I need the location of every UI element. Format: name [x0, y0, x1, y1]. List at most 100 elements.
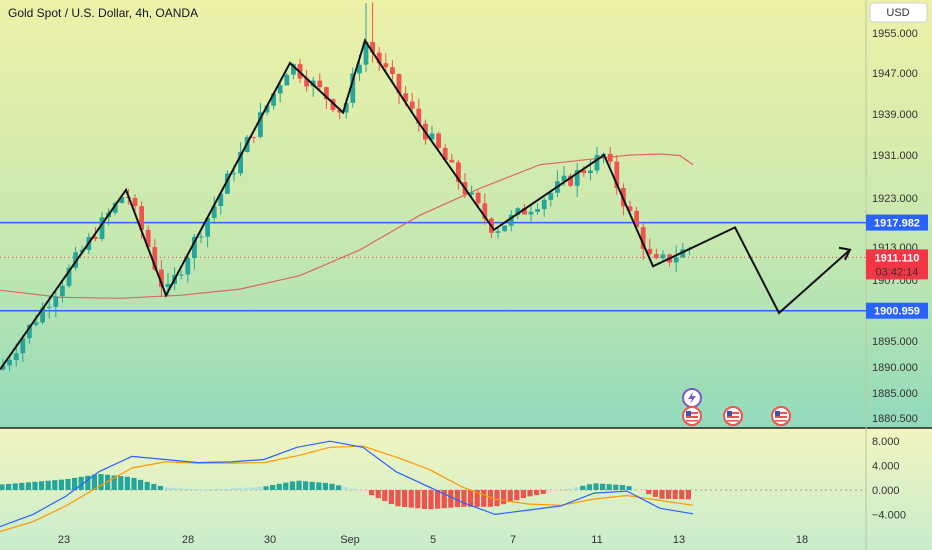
level-price-tag[interactable]: [866, 214, 928, 231]
macd-histogram-bar: [474, 490, 480, 507]
last-price-label: 1911.110: [875, 252, 920, 264]
y-tick-label: 1885.000: [872, 388, 918, 400]
candle-body: [383, 63, 389, 68]
level-price-tag[interactable]: [866, 302, 928, 319]
macd-histogram-bar: [52, 480, 58, 490]
zigzag-pattern-line[interactable]: [0, 38, 851, 371]
currency-label[interactable]: USD: [886, 7, 909, 19]
candle-body: [363, 42, 369, 65]
candle-body: [7, 359, 12, 366]
candle-body: [449, 159, 455, 163]
candle-body: [541, 199, 547, 210]
candle-body: [211, 206, 217, 219]
macd-histogram-bar: [633, 488, 639, 490]
macd-histogram-bar: [514, 490, 520, 501]
candle-body: [159, 269, 164, 288]
macd-histogram-bar: [547, 490, 553, 493]
candle-body: [317, 80, 323, 88]
candle-body: [99, 217, 105, 239]
candle-body: [66, 267, 72, 286]
macd-histogram-bar: [6, 483, 12, 490]
candle-body: [634, 210, 639, 228]
candle-body: [594, 154, 600, 171]
candle-body: [561, 175, 567, 182]
price-labels-layer: 1917.982 1900.959 1911.110 03:42:14: [866, 214, 928, 319]
candle-body: [205, 218, 210, 237]
candle-body: [673, 257, 679, 263]
candle-body: [436, 133, 441, 148]
macd-histogram-bar: [586, 484, 592, 490]
level-price-label: 1900.959: [874, 306, 920, 318]
macd-histogram-bar: [65, 478, 71, 490]
macd-histogram-bar: [72, 477, 78, 490]
macd-histogram-bar: [197, 489, 203, 491]
macd-histogram-bar: [527, 490, 533, 497]
macd-histogram-bar: [329, 483, 335, 490]
candle-body: [588, 170, 593, 174]
countdown-label: 03:42:14: [876, 266, 919, 278]
x-tick-label: 7: [510, 534, 516, 546]
macd-histogram-bar: [111, 475, 117, 490]
candle-body: [238, 151, 243, 174]
macd-histogram-bar: [12, 483, 18, 490]
currency-button[interactable]: USD: [869, 2, 928, 23]
macd-histogram-bar: [639, 490, 645, 492]
us-flag-icon[interactable]: [682, 406, 702, 426]
macd-histogram-bar: [540, 490, 546, 494]
macd-histogram-bar: [553, 490, 559, 492]
event-icons[interactable]: [682, 388, 791, 426]
us-flag-icon[interactable]: [771, 406, 791, 426]
macd-histogram-bar: [164, 487, 170, 490]
candle-body: [73, 252, 78, 268]
macd-histogram-bar: [138, 479, 144, 490]
macd-histogram-bar: [461, 490, 467, 507]
macd-histogram-bar: [98, 474, 104, 490]
macd-histogram-bar: [626, 486, 632, 490]
macd-histogram-bar: [454, 490, 460, 508]
macd-histogram-bar: [435, 490, 441, 509]
macd-histogram-bar: [32, 481, 38, 490]
macd-histogram-bar: [184, 488, 190, 490]
macd-y-tick-label: 0.000: [872, 485, 900, 497]
macd-histogram-bar: [309, 481, 315, 490]
candle-body: [13, 353, 19, 360]
moving-average-line: [0, 153, 694, 299]
us-flag-icon[interactable]: [723, 406, 743, 426]
macd-histogram-bar: [177, 488, 183, 490]
pattern-layer: [0, 38, 852, 371]
candle-body: [647, 248, 653, 255]
macd-histogram-bar: [507, 490, 513, 503]
projection-arrowhead: [838, 246, 852, 261]
candle-body: [198, 236, 204, 238]
macd-histogram-bar: [91, 474, 97, 490]
lightning-icon[interactable]: [682, 388, 702, 408]
x-tick-label: 28: [182, 534, 194, 546]
macd-histogram-bar: [217, 488, 223, 490]
macd-histogram-bar: [382, 490, 388, 502]
candle-body: [40, 307, 45, 323]
macd-histogram-bar: [349, 488, 355, 490]
macd-histogram-bar: [468, 490, 474, 507]
candle-body: [93, 237, 98, 239]
candle-body: [53, 296, 59, 307]
macd-histogram-bar: [494, 490, 500, 507]
macd-histogram-bar: [441, 490, 447, 509]
last-price-tag[interactable]: [866, 249, 928, 280]
candle-body: [337, 109, 342, 113]
x-tick-label: 30: [264, 534, 276, 546]
macd-histogram-bar: [342, 486, 348, 490]
macd-histogram-bar: [270, 485, 276, 490]
macd-histogram-bar: [672, 490, 678, 500]
macd-histogram-bar: [369, 490, 375, 496]
candle-body: [152, 247, 158, 270]
macd-histogram-bar: [600, 483, 606, 490]
candle-body: [627, 206, 633, 211]
y-tick-label: 1955.000: [872, 28, 918, 40]
candle-body: [640, 227, 646, 249]
candle-body: [522, 208, 527, 215]
macd-line: [0, 440, 694, 528]
y-tick-label: 1890.000: [872, 362, 918, 374]
y-tick-label: 1880.500: [872, 413, 918, 425]
macd-histogram-bar: [336, 485, 342, 490]
